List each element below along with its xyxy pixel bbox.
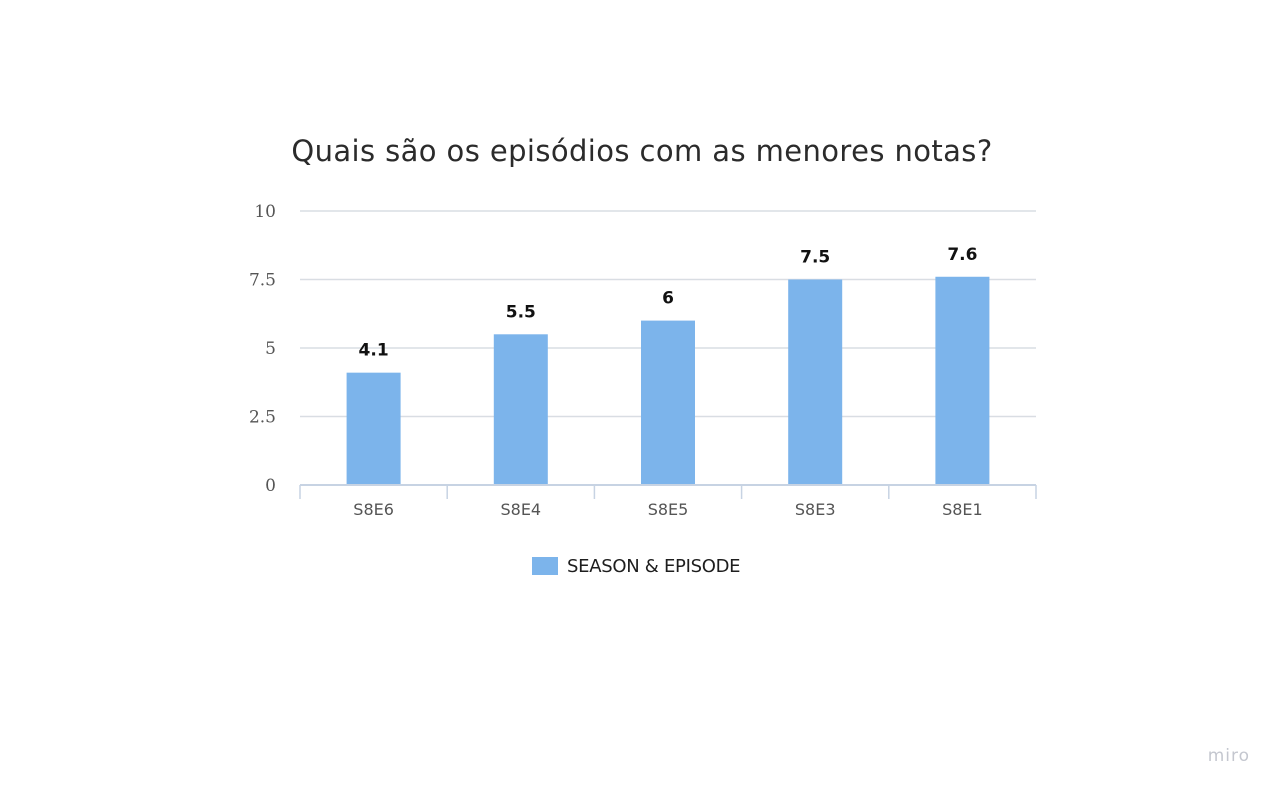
bar-s8e3 [788, 279, 843, 485]
bars [346, 276, 990, 485]
y-tick-label: 2.5 [249, 408, 276, 428]
bar-s8e5 [641, 320, 695, 485]
y-axis-ticks: 0 2.5 5 7.5 10 [249, 202, 276, 496]
data-label: 7.6 [947, 245, 977, 265]
data-label: 6 [662, 289, 674, 309]
data-label: 7.5 [800, 248, 830, 268]
data-labels: 4.1 5.5 6 7.5 7.6 [359, 245, 978, 361]
data-label: 4.1 [359, 341, 389, 361]
x-tick-label: S8E6 [353, 500, 394, 519]
bar-s8e6 [346, 372, 401, 485]
legend-label: SEASON & EPISODE [567, 555, 741, 577]
legend[interactable]: SEASON & EPISODE [532, 554, 741, 578]
miro-watermark: miro [1207, 746, 1250, 766]
chart-title: Quais são os episódios com as menores no… [291, 134, 993, 168]
x-axis: S8E6 S8E4 S8E5 S8E3 S8E1 [299, 484, 1037, 519]
data-label: 5.5 [506, 302, 536, 322]
y-tick-label: 7.5 [249, 271, 276, 291]
x-tick-label: S8E1 [942, 500, 983, 519]
legend-swatch [532, 557, 558, 575]
bar-s8e4 [493, 334, 548, 485]
y-tick-label: 0 [265, 476, 276, 496]
x-tick-label: S8E3 [795, 500, 836, 519]
y-tick-label: 5 [265, 339, 276, 359]
bar-s8e1 [935, 276, 990, 485]
y-tick-label: 10 [254, 202, 276, 222]
x-tick-label: S8E4 [500, 500, 541, 519]
x-tick-label: S8E5 [648, 500, 689, 519]
